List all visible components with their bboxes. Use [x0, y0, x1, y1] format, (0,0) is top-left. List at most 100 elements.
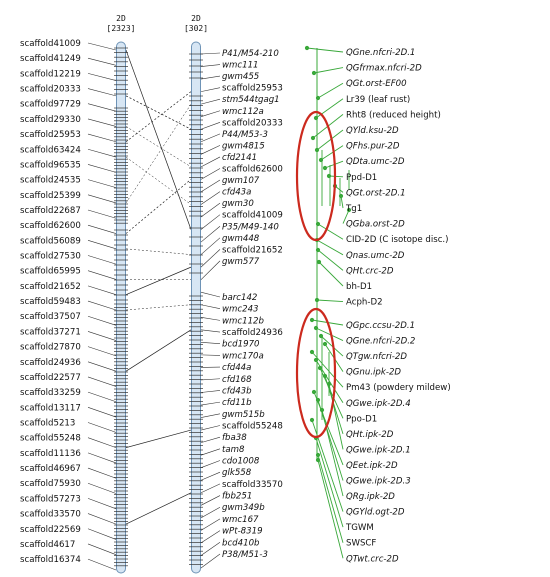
map1-marker-label: scaffold16374 [20, 555, 81, 565]
map2-label-leader [200, 471, 221, 481]
map1-marker-count: [2323] [107, 24, 136, 33]
map2-marker-label: barc142 [222, 293, 257, 303]
trait-connection-line [317, 459, 344, 559]
map2-label-leader [200, 226, 221, 243]
map1-marker-label: scaffold62600 [20, 221, 81, 231]
map1-label-leader [87, 270, 117, 280]
map1-marker-label: scaffold22687 [20, 206, 81, 216]
highlight-ellipse-upper-cluster [295, 110, 337, 242]
map1-label-leader [87, 73, 117, 81]
map1-label-leader [87, 118, 117, 127]
map2-label-leader [200, 316, 221, 321]
map2-title: 2D [191, 14, 201, 23]
trait-dot [322, 165, 328, 171]
map2-label-leader [200, 98, 221, 105]
trait-connection-line [317, 82, 344, 99]
trait-dot [315, 452, 321, 458]
map1-label-leader [87, 285, 117, 295]
map2-label-leader [200, 179, 221, 193]
trait-label: QRg.ipk-2D [346, 492, 395, 502]
trait-dot [317, 365, 323, 371]
map1-label-leader [87, 300, 117, 311]
crossing-connector [125, 248, 192, 255]
map2-marker-label: P41/M54-210 [222, 49, 279, 59]
trait-dot [311, 389, 317, 395]
map1-marker-label: scaffold33570 [20, 510, 81, 520]
trait-connection-line [315, 437, 344, 528]
trait-dot [315, 397, 321, 403]
trait-connection-line [316, 299, 344, 303]
map1-marker-label: scaffold27870 [20, 343, 81, 353]
map1-label-leader [87, 467, 117, 479]
map2-label-leader [200, 530, 221, 544]
map1-label-leader [87, 133, 117, 143]
trait-label: QDta.umc-2D [346, 157, 405, 167]
map2-label-leader [200, 401, 221, 406]
map1-marker-label: scaffold33259 [20, 388, 81, 398]
map1-label-leader [87, 407, 117, 418]
map2-label-leader [200, 202, 221, 218]
map2-marker-label: scaffold55248 [222, 421, 283, 431]
map1-marker-label: scaffold29330 [20, 115, 81, 125]
trait-connection-line [320, 335, 344, 357]
trait-label: QHt.crc-2D [346, 266, 394, 276]
map2-label-leader [200, 436, 221, 443]
map1-marker-label: scaffold24535 [20, 176, 81, 186]
map2-label-leader [200, 110, 221, 117]
map2-marker-label: wmc112b [222, 316, 265, 326]
map2-label-leader [200, 133, 221, 143]
crossing-connector [125, 95, 192, 130]
map2-ticks-overlay [189, 53, 203, 565]
map1-marker-label: scaffold41009 [20, 39, 81, 49]
shared-marker-connector [125, 179, 192, 234]
trait-dot [326, 381, 332, 387]
map1-header: 2D [2323] [107, 14, 136, 33]
map2-marker-label: gwm577 [222, 257, 260, 267]
shared-marker-connector [125, 266, 192, 296]
trait-connection-line [315, 327, 344, 341]
map2-marker-label: P44/M53-3 [222, 130, 268, 140]
map2-label-leader [200, 506, 221, 519]
map2-marker-label: wmc112a [222, 107, 264, 117]
trait-dot [309, 417, 315, 423]
map1-marker-label: scaffold97729 [20, 100, 81, 110]
trait-dot [313, 115, 319, 121]
trait-label: QFhs.pur-2D [346, 142, 400, 152]
trait-dot [315, 457, 321, 463]
map1-label-leader [87, 179, 117, 188]
map2-marker-label: scaffold20333 [222, 118, 283, 128]
trait-label: Rht8 (reduced height) [346, 110, 441, 120]
map2-label-leader [200, 64, 221, 67]
map2-header: 2D [302] [184, 14, 208, 33]
map1-label-leader [87, 57, 117, 66]
map2-marker-label: cfd43b [222, 386, 252, 396]
map1-marker-label: scaffold22577 [20, 373, 81, 383]
map2-label-leader [200, 75, 221, 80]
map1-label-leader [87, 361, 117, 372]
map1-marker-label: scaffold63424 [20, 145, 81, 155]
shared-marker-connector [125, 329, 192, 372]
map2-label-leader [200, 156, 221, 168]
map2-marker-label: stm544tgag1 [222, 95, 280, 105]
trait-label: QGnu.ipk-2D [346, 368, 401, 378]
map2-marker-label: wPt-8319 [222, 527, 263, 537]
trait-connection-line [318, 261, 344, 287]
map2-label-leader [200, 483, 221, 494]
map1-marker-label: scaffold57273 [20, 494, 81, 504]
trait-label: QGYld.ogt-2D [346, 508, 405, 518]
map2-marker-label: scaffold62600 [222, 165, 283, 175]
trait-label: Ppo-D1 [346, 414, 377, 424]
trait-dot [309, 317, 315, 323]
trait-label: QYld.ksu-2D [346, 126, 399, 136]
trait-dot [318, 333, 324, 339]
trait-label: QGwe.ipk-2D.3 [346, 477, 411, 487]
trait-label: QTgw.nfcri-2D [346, 352, 407, 362]
map1-marker-label: scaffold25953 [20, 130, 81, 140]
map1-label-leader [87, 255, 117, 265]
map2-label-leader [200, 448, 221, 456]
trait-labels: QGne.nfcri-2D.1 QGfrmax.nfcri-2D QGt.orst-… [345, 48, 451, 564]
map2-marker-label: gwm349b [222, 503, 265, 513]
map1-marker-label: scaffold75930 [20, 479, 81, 489]
map2-label-leader [200, 249, 221, 268]
trait-label: SWSCF [346, 539, 376, 549]
